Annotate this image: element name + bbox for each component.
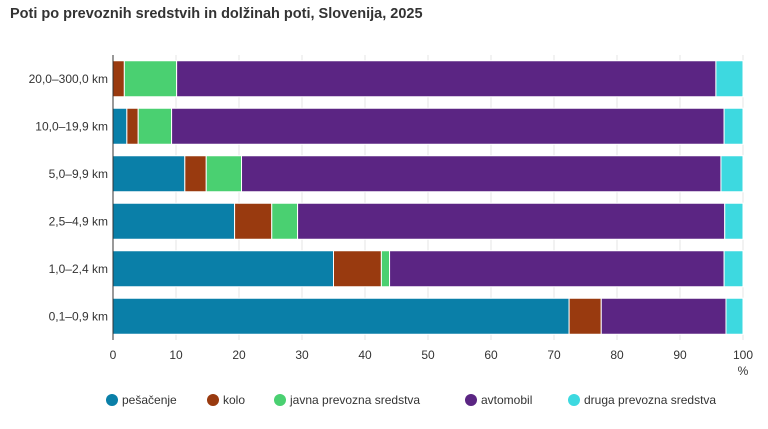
- bar-segment[interactable]: [568, 297, 602, 335]
- bar-segment[interactable]: [137, 107, 173, 145]
- bar-segment[interactable]: [389, 250, 725, 288]
- legend-marker: [568, 394, 580, 406]
- legend-label[interactable]: kolo: [223, 393, 245, 407]
- bar-segment[interactable]: [333, 250, 382, 288]
- legend-label[interactable]: pešačenje: [122, 393, 177, 407]
- bar-segment[interactable]: [725, 297, 744, 335]
- category-label: 10,0–19,9 km: [35, 119, 108, 133]
- x-tick-label: 0: [110, 348, 117, 362]
- bar-segment[interactable]: [112, 60, 125, 98]
- bar-segment[interactable]: [600, 297, 727, 335]
- grid-lines: [175, 55, 744, 340]
- category-label: 5,0–9,9 km: [49, 167, 108, 181]
- bar-segment[interactable]: [715, 60, 744, 98]
- unit-label: %: [738, 364, 749, 378]
- legend-marker: [207, 394, 219, 406]
- bar-segment[interactable]: [205, 155, 243, 193]
- bar-segment[interactable]: [112, 107, 128, 145]
- bar-segment[interactable]: [234, 202, 273, 240]
- bar-segment[interactable]: [123, 60, 178, 98]
- category-label: 0,1–0,9 km: [49, 309, 108, 323]
- legend-label[interactable]: avtomobil: [481, 393, 532, 407]
- bar-segment[interactable]: [380, 250, 391, 288]
- legend-marker: [106, 394, 118, 406]
- bar-segment[interactable]: [297, 202, 726, 240]
- x-tick-label: 40: [358, 348, 372, 362]
- bar-segment[interactable]: [112, 155, 186, 193]
- bar-segment[interactable]: [184, 155, 207, 193]
- bar-segment[interactable]: [241, 155, 722, 193]
- x-tick-label: 20: [232, 348, 246, 362]
- bar-segment[interactable]: [112, 297, 570, 335]
- x-tick-label: 30: [295, 348, 309, 362]
- bar-segment[interactable]: [126, 107, 139, 145]
- x-tick-label: 70: [547, 348, 561, 362]
- x-tick-label: 100: [733, 348, 753, 362]
- x-tick-label: 10: [169, 348, 183, 362]
- axes: 0 10 20 30 40 50 60 70 80 90 100% 20,0–300,0 km 10,0…: [29, 55, 753, 378]
- bar-segment[interactable]: [724, 202, 744, 240]
- legend: pešačenje kolo javna prevozna sredstva avto…: [106, 393, 716, 407]
- x-tick-label: 50: [421, 348, 435, 362]
- x-tick-label: 80: [610, 348, 624, 362]
- bars: [112, 60, 744, 335]
- legend-label[interactable]: javna prevozna sredstva: [289, 393, 420, 407]
- bar-segment[interactable]: [720, 155, 744, 193]
- bar-segment[interactable]: [112, 202, 236, 240]
- category-label: 20,0–300,0 km: [29, 72, 108, 86]
- legend-marker: [274, 394, 286, 406]
- bar-segment[interactable]: [176, 60, 717, 98]
- legend-marker: [465, 394, 477, 406]
- bar-segment[interactable]: [171, 107, 725, 145]
- category-label: 2,5–4,9 km: [49, 214, 108, 228]
- category-label: 1,0–2,4 km: [49, 262, 108, 276]
- bar-segment[interactable]: [112, 250, 334, 288]
- x-tick-label: 60: [484, 348, 498, 362]
- bar-segment[interactable]: [271, 202, 299, 240]
- bar-segment[interactable]: [723, 107, 744, 145]
- bar-segment[interactable]: [723, 250, 744, 288]
- legend-label[interactable]: druga prevozna sredstva: [584, 393, 716, 407]
- x-tick-label: 90: [673, 348, 687, 362]
- chart-title: Poti po prevoznih sredstvih in dolžinah …: [10, 6, 423, 22]
